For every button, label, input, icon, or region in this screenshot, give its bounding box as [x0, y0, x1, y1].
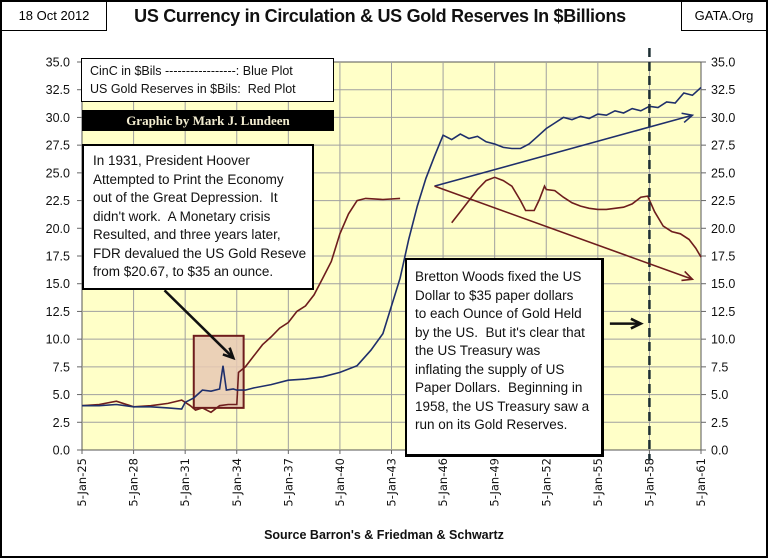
- x-tick-label: 5-Jan-46: [436, 458, 450, 507]
- x-tick-label: 5-Jan-43: [385, 458, 399, 507]
- pointer-arrow-bretton-head: [630, 317, 644, 330]
- series-line-gold-reserves: [81, 176, 702, 414]
- annotation-line: by the US. But it's clear that: [415, 324, 585, 340]
- x-tick-label: 5-Jan-40: [333, 458, 347, 507]
- pointer-arrow-hoover: [163, 289, 235, 359]
- x-tick-label: 5-Jan-37: [281, 458, 295, 507]
- annotation-bretton-woods: Bretton Woods fixed the US Dollar to $35…: [405, 258, 604, 457]
- y-tick-label-right: 27.5: [711, 139, 735, 153]
- y-tick-label-left: 25.0: [46, 166, 70, 180]
- annotation-line: the US Treasury was: [415, 343, 541, 358]
- y-tick-label-left: 30.0: [46, 111, 70, 125]
- annotation-line: In 1931, President Hoover: [93, 153, 250, 168]
- annotation-line: run on its Gold Reserves.: [415, 417, 568, 432]
- annotation-line: Attempted to Print the Economy: [93, 171, 284, 187]
- y-tick-label-right: 17.5: [711, 250, 735, 264]
- y-tick-label-right: 30.0: [711, 111, 735, 125]
- annotation-line: inflating the supply of US: [415, 361, 565, 377]
- x-tick-label: 5-Jan-49: [488, 458, 502, 507]
- trend-arrow-gold: [434, 185, 693, 281]
- x-tick-label: 5-Jan-28: [127, 458, 141, 507]
- annotation-line: didn't work. A Monetary crisis: [93, 208, 271, 224]
- y-tick-label-left: 22.5: [46, 194, 70, 208]
- y-axis-right: 0.0 2.5 5.0 7.5 10.0 12.5 15.0 17.5 20.0 22.5 25.0…: [701, 56, 735, 458]
- legend-entry-blue: CinC in $Bils -----------------: Blue Pl…: [90, 64, 293, 78]
- y-tick-label-right: 5.0: [711, 388, 728, 402]
- date-label: 18 Oct 2012: [2, 2, 107, 31]
- y-tick-label-left: 32.5: [46, 83, 70, 97]
- y-tick-label-left: 17.5: [46, 250, 70, 264]
- annotation-line: Bretton Woods fixed the US: [415, 269, 582, 284]
- x-tick-label: 5-Jan-25: [75, 458, 89, 507]
- y-tick-label-left: 20.0: [46, 222, 70, 236]
- annotation-line: out of the Great Depression. It: [93, 190, 278, 205]
- annotation-line: to each Ounce of Gold Held: [415, 306, 582, 321]
- annotation-line: Dollar to $35 paper dollars: [415, 287, 574, 303]
- y-tick-label-right: 35.0: [711, 56, 735, 70]
- y-tick-label-left: 7.5: [53, 360, 70, 374]
- x-axis-title-source: Source Barron's & Friedman & Schwartz: [264, 528, 504, 542]
- y-tick-label-right: 32.5: [711, 83, 735, 97]
- y-tick-label-left: 5.0: [53, 388, 70, 402]
- annotation-arrows: [163, 112, 695, 361]
- x-tick-label: 5-Jan-58: [642, 458, 656, 507]
- annotation-line: Resulted, and three years later,: [93, 227, 281, 242]
- y-tick-label-left: 15.0: [46, 277, 70, 291]
- chart-title: US Currency in Circulation & US Gold Res…: [134, 6, 626, 26]
- annotation-line: Paper Dollars. Beginning in: [415, 380, 583, 395]
- y-tick-label-right: 25.0: [711, 166, 735, 180]
- y-tick-label-left: 12.5: [46, 305, 70, 319]
- legend: CinC in $Bils -----------------: Blue Pl…: [81, 58, 334, 102]
- y-tick-label-right: 15.0: [711, 277, 735, 291]
- y-tick-label-left: 35.0: [46, 56, 70, 70]
- trend-arrow-currency-head: [681, 112, 695, 124]
- trend-arrow-currency: [434, 114, 693, 187]
- x-tick-label: 5-Jan-55: [591, 458, 605, 507]
- y-tick-label-left: 27.5: [46, 139, 70, 153]
- x-tick-label: 5-Jan-52: [539, 458, 553, 507]
- site-label: GATA.Org: [681, 2, 766, 31]
- y-tick-label-left: 0.0: [53, 444, 70, 458]
- annotation-hoover: In 1931, President Hoover Attempted to P…: [82, 144, 314, 290]
- y-tick-label-left: 2.5: [53, 416, 70, 430]
- trend-arrow-gold-head: [681, 270, 695, 282]
- x-tick-label: 5-Jan-31: [178, 458, 192, 507]
- y-tick-label-right: 10.0: [711, 333, 735, 347]
- annotation-line: FDR devalued the US Gold Reseve: [93, 245, 307, 261]
- y-tick-label-right: 0.0: [711, 444, 728, 458]
- x-tick-label: 5-Jan-61: [694, 458, 708, 507]
- y-tick-label-right: 2.5: [711, 416, 728, 430]
- annotation-line: 1958, the US Treasury saw a: [415, 398, 590, 414]
- series-line-currency-in-circulation: [82, 86, 702, 410]
- y-tick-label-right: 22.5: [711, 194, 735, 208]
- pointer-arrow-hoover-head: [222, 347, 236, 361]
- y-tick-label-right: 12.5: [711, 305, 735, 319]
- y-tick-label-right: 20.0: [711, 222, 735, 236]
- y-axis-left: 0.0 2.5 5.0 7.5 10.0 12.5 15.0 17.5 20.0 22.5 25.0…: [46, 56, 82, 458]
- annotation-line: from $20.67, to $35 an ounce.: [93, 264, 274, 279]
- highlight-box-1931-1934: [192, 334, 245, 409]
- x-tick-label: 5-Jan-34: [230, 458, 244, 507]
- y-tick-label-right: 7.5: [711, 360, 728, 374]
- y-tick-label-left: 10.0: [46, 333, 70, 347]
- legend-entry-red: US Gold Reserves in $Bils: Red Plot: [90, 82, 296, 96]
- x-axis: 5-Jan-25 5-Jan-28 5-Jan-31 5-Jan-34 5-Jan-37…: [75, 450, 708, 507]
- byline: Graphic by Mark J. Lundeen: [82, 110, 334, 131]
